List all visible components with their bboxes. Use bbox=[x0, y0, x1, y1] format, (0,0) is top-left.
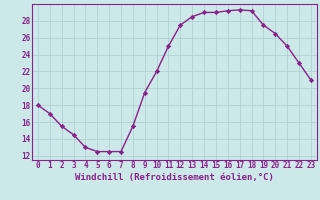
X-axis label: Windchill (Refroidissement éolien,°C): Windchill (Refroidissement éolien,°C) bbox=[75, 173, 274, 182]
